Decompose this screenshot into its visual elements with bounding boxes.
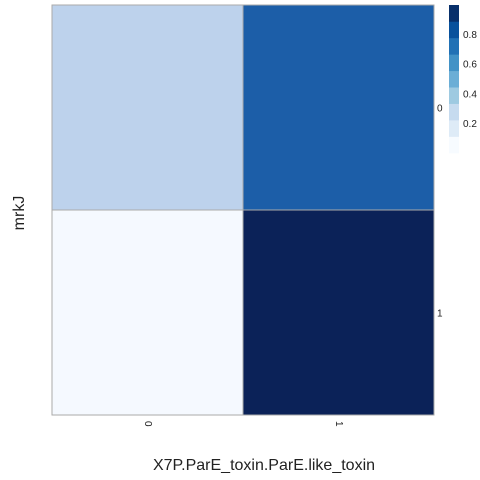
plot-border — [51, 4, 435, 416]
legend-bin-5 — [449, 54, 459, 72]
legend-tick-label: 0.4 — [463, 89, 477, 100]
heatmap-cell-x1-y0 — [242, 4, 435, 211]
heatmap-cells — [51, 4, 435, 416]
legend-bin-0 — [449, 136, 459, 154]
legend-bin-7 — [449, 21, 459, 39]
legend-bin-2 — [449, 103, 459, 121]
y-tick-label-0: 0 — [437, 104, 443, 115]
x-tick-label-1: 1 — [333, 421, 344, 427]
legend-tick-label: 0.6 — [463, 60, 477, 71]
heatmap-cell-x0-y1 — [51, 209, 244, 416]
color-legend: 0.2 0.4 0.6 0.8 — [449, 5, 477, 154]
y-tick-labels: 01 — [437, 104, 443, 320]
heatmap-cell-x1-y1 — [242, 209, 435, 416]
legend-tick-label: 0.8 — [463, 30, 477, 41]
x-tick-label-0: 0 — [142, 421, 153, 427]
y-tick-label-1: 1 — [437, 309, 443, 320]
heatmap-cell-x0-y0 — [51, 4, 244, 211]
x-axis-title: X7P.ParE_toxin.ParE.like_toxin — [153, 457, 375, 474]
y-axis-title: mrkJ — [11, 196, 28, 231]
legend-bin-6 — [449, 37, 459, 55]
legend-bin-4 — [449, 70, 459, 88]
legend-tick-label: 0.2 — [463, 119, 477, 130]
legend-bin-3 — [449, 87, 459, 104]
legend-bin-1 — [449, 120, 459, 137]
legend-bin-8 — [449, 5, 459, 22]
